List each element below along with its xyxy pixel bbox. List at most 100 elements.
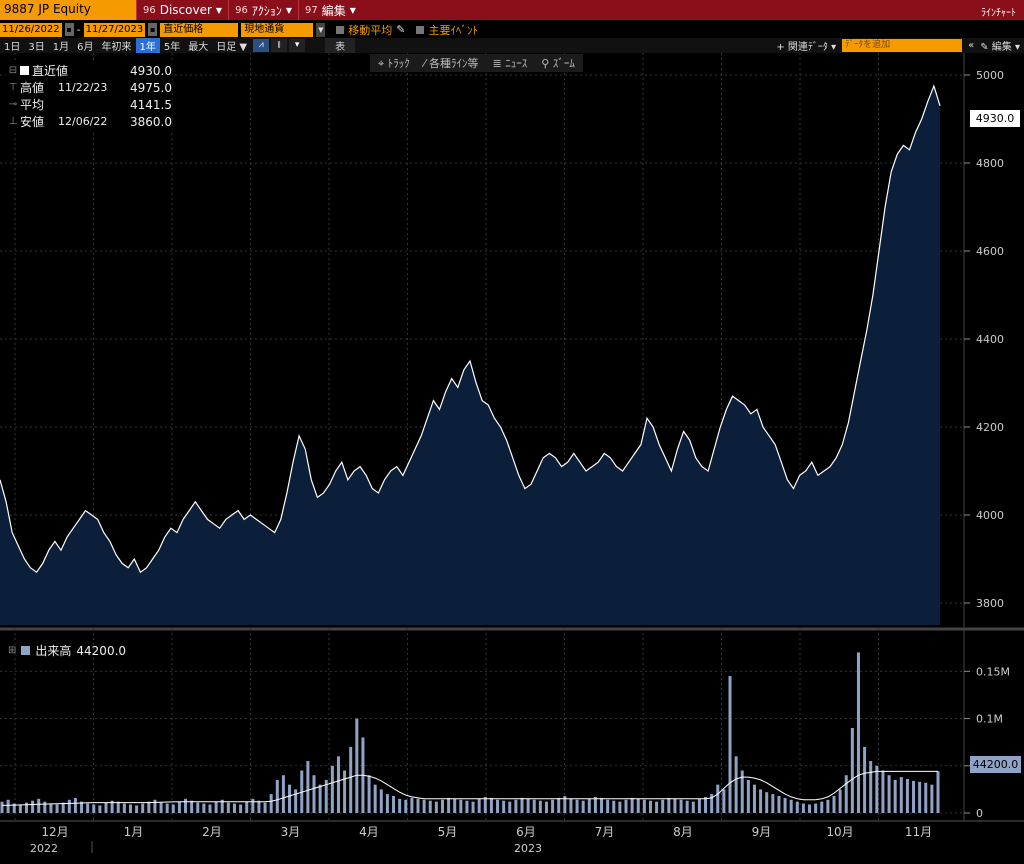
chevron-down-icon: ▼ bbox=[285, 5, 292, 15]
volume-bar bbox=[208, 804, 212, 813]
volume-bar bbox=[73, 797, 77, 813]
volume-bar bbox=[349, 746, 353, 813]
volume-bar bbox=[379, 789, 383, 813]
volume-bar bbox=[257, 800, 261, 813]
volume-bar bbox=[636, 798, 640, 813]
volume-bars bbox=[0, 652, 940, 813]
events-toggle[interactable]: 主要ｲﾍﾞﾝﾄ bbox=[416, 22, 478, 38]
volume-bar bbox=[716, 784, 720, 813]
volume-bar bbox=[710, 794, 714, 813]
chevron-down-icon[interactable]: ▼ bbox=[316, 22, 326, 37]
volume-bar bbox=[673, 798, 677, 813]
month-tick-label: 12月 bbox=[41, 825, 68, 839]
high-value: 4975.0 bbox=[130, 80, 172, 95]
volume-bar bbox=[37, 798, 41, 813]
chart-canvas[interactable]: 12月 1月 2月 3月 4月 5月 6月 7月 8月 9月 10月 11月 2022 2023 3800 4… bbox=[0, 53, 1024, 864]
volume-bar bbox=[783, 797, 787, 813]
end-date-input[interactable]: 11/27/2023 bbox=[83, 22, 146, 37]
period-max[interactable]: 最大 bbox=[188, 42, 209, 53]
chart-type-label: ﾗｲﾝﾁｬｰﾄ bbox=[981, 8, 1016, 19]
volume-bar bbox=[288, 784, 292, 813]
month-tick-label: 9月 bbox=[752, 825, 772, 839]
pencil-icon[interactable]: ✎ bbox=[396, 23, 406, 36]
legend-row-low: ⊥ 安値 12/06/22 3860.0 bbox=[6, 113, 172, 130]
avg-label: 平均 bbox=[20, 98, 45, 112]
chevron-down-icon: ▼ bbox=[215, 5, 223, 15]
volume-bar bbox=[924, 782, 928, 813]
volume-bar bbox=[844, 775, 848, 813]
news-button[interactable]: ≣ ﾆｭｰｽ bbox=[492, 57, 528, 70]
volume-bar bbox=[18, 804, 22, 813]
lines-button[interactable]: ⁄ 各種ﾗｲﾝ等 bbox=[423, 57, 479, 70]
volume-bar bbox=[918, 781, 922, 813]
volume-bar bbox=[471, 801, 475, 813]
volume-bar bbox=[814, 803, 818, 813]
action-menu[interactable]: 96 ｱｸｼｮﾝ ▼ bbox=[228, 0, 298, 20]
calendar-icon[interactable]: ▪ bbox=[64, 23, 74, 36]
menu-code: 96 bbox=[143, 4, 156, 16]
price-tick-label: 4600 bbox=[976, 245, 1004, 258]
volume-bar bbox=[832, 796, 836, 813]
period-ytd[interactable]: 年初来 bbox=[101, 42, 132, 53]
volume-bar bbox=[12, 803, 16, 813]
low-date: 12/06/22 bbox=[58, 115, 108, 128]
expand-icon[interactable]: ⊞ bbox=[8, 645, 17, 656]
year-tick-label: 2022 bbox=[30, 842, 58, 855]
month-tick-label: 6月 bbox=[516, 825, 536, 839]
related-data-button[interactable]: + 関連ﾃﾞｰﾀ ▾ bbox=[776, 42, 837, 53]
collapse-icon[interactable]: « bbox=[968, 40, 975, 51]
currency-select[interactable]: 現地通貨 bbox=[241, 22, 314, 37]
volume-bar bbox=[477, 798, 481, 813]
volume-bar bbox=[655, 801, 659, 813]
table-button[interactable]: 表 bbox=[325, 38, 356, 53]
add-data-input[interactable]: ﾃﾞｰﾀを追加 bbox=[842, 39, 963, 52]
zoom-button[interactable]: ⚲ ｽﾞｰﾑ bbox=[541, 57, 575, 70]
bar-chart-icon[interactable]: ⫾ bbox=[271, 39, 288, 52]
volume-bar bbox=[171, 804, 175, 813]
discover-menu[interactable]: 96 Discover ▼ bbox=[136, 0, 228, 20]
edit-button[interactable]: ✎ 編集 ▾ bbox=[980, 42, 1020, 53]
range-bar: 11/26/2022 ▪ - 11/27/2023 ▪ 直近価格 現地通貨 ▼ … bbox=[0, 21, 1024, 38]
volume-tick-label: 0.15M bbox=[976, 665, 1010, 678]
price-area-fill bbox=[0, 86, 940, 625]
period-1y[interactable]: 1年 bbox=[135, 38, 160, 53]
volume-bar bbox=[526, 798, 530, 813]
volume-bar bbox=[110, 800, 114, 813]
volume-tick-label: 0 bbox=[976, 807, 983, 820]
volume-bar bbox=[177, 801, 181, 813]
volume-bar bbox=[881, 770, 885, 813]
volume-bar bbox=[0, 801, 4, 813]
volume-bar bbox=[612, 800, 616, 813]
volume-bar bbox=[67, 799, 71, 813]
moving-average-toggle[interactable]: 移動平均 ✎ bbox=[336, 22, 405, 38]
volume-value: 44200.0 bbox=[76, 643, 127, 658]
period-3d[interactable]: 3日 bbox=[28, 42, 45, 53]
volume-bar bbox=[434, 801, 438, 813]
menu-label: Discover bbox=[159, 3, 212, 17]
news-label: ﾆｭｰｽ bbox=[505, 57, 528, 70]
period-1m[interactable]: 1月 bbox=[52, 42, 70, 53]
price-field-select[interactable]: 直近価格 bbox=[160, 22, 239, 37]
edit-menu[interactable]: 97 編集 ▼ bbox=[297, 0, 362, 20]
track-button[interactable]: ⌖ ﾄﾗｯｸ bbox=[378, 57, 410, 70]
volume-bar bbox=[147, 801, 151, 813]
ticker-field[interactable]: 9887 JP Equity bbox=[0, 0, 136, 20]
period-5y[interactable]: 5年 bbox=[163, 42, 181, 53]
period-1d[interactable]: 1日 bbox=[4, 42, 21, 53]
calendar-icon[interactable]: ▪ bbox=[148, 23, 158, 36]
expand-icon[interactable]: ⊟ bbox=[8, 65, 18, 76]
volume-bar bbox=[850, 728, 854, 813]
start-date-input[interactable]: 11/26/2022 bbox=[0, 22, 62, 37]
chevron-down-icon[interactable]: ▾ bbox=[289, 39, 306, 52]
legend-row-high: ⊤ 高値 11/22/23 4975.0 bbox=[6, 79, 172, 96]
last-price-tag: 4930.0 bbox=[970, 110, 1020, 127]
volume-bar bbox=[838, 789, 842, 813]
line-chart-icon[interactable]: ⩘ bbox=[253, 39, 270, 52]
lines-label: 各種ﾗｲﾝ等 bbox=[429, 57, 479, 70]
volume-bar bbox=[141, 803, 145, 813]
frequency-select[interactable]: 日足 ▼ bbox=[216, 42, 248, 53]
volume-bar bbox=[465, 800, 469, 813]
volume-bar bbox=[826, 799, 830, 813]
period-6m[interactable]: 6月 bbox=[77, 42, 94, 53]
volume-bar bbox=[905, 779, 909, 813]
